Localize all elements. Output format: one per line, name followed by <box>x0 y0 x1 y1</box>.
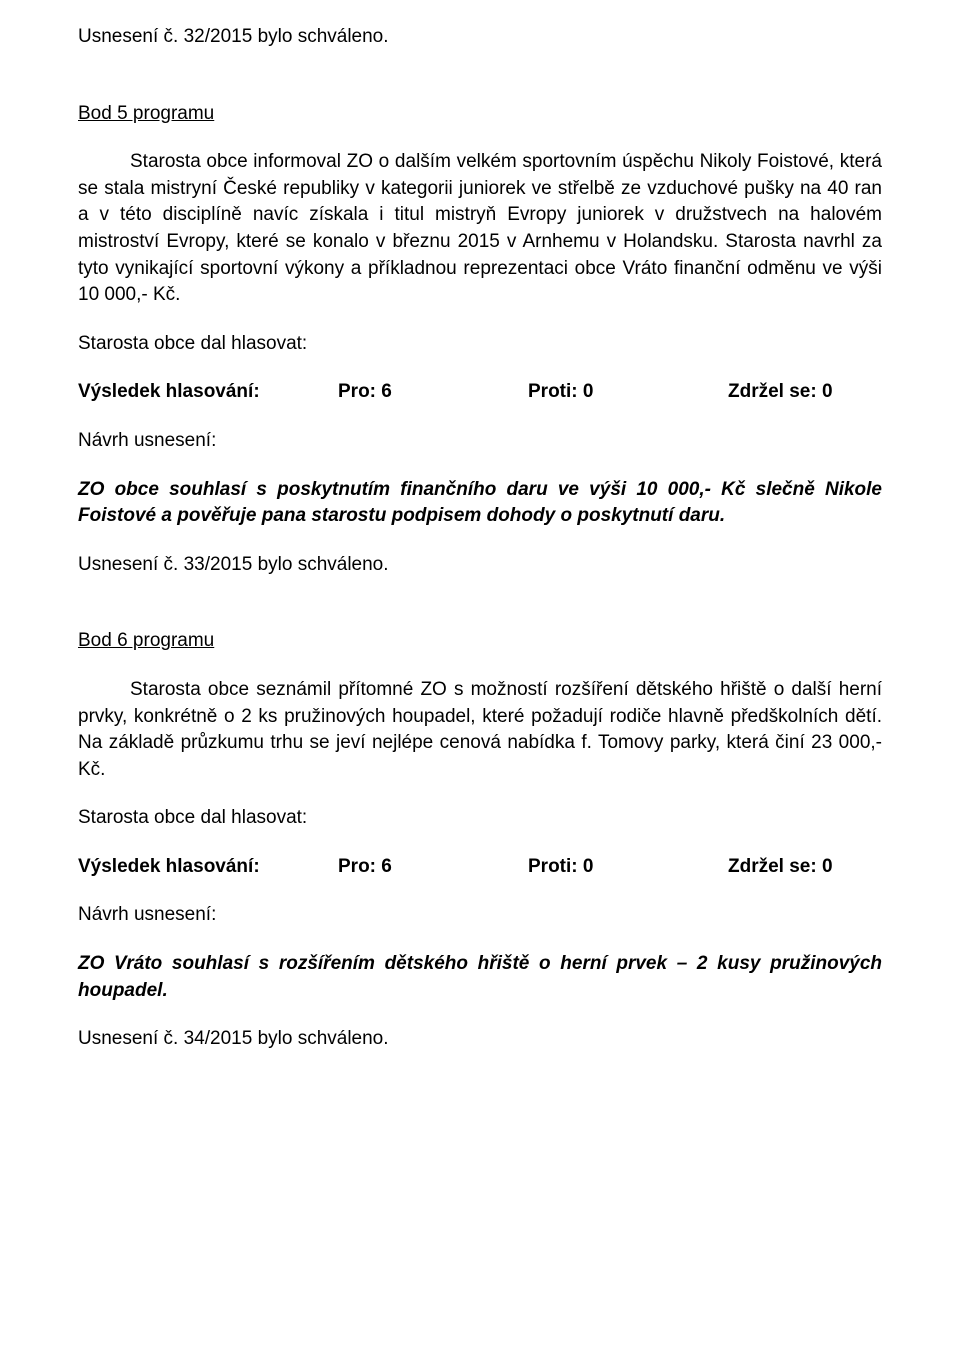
section-6-vote-line: Výsledek hlasování: Pro: 6 Proti: 0 Zdrž… <box>78 854 882 881</box>
section-6-paragraph: Starosta obce seznámil přítomné ZO s mož… <box>78 677 882 783</box>
vote-zdrzel: Zdržel se: 0 <box>728 379 833 406</box>
section-5-vote-line: Výsledek hlasování: Pro: 6 Proti: 0 Zdrž… <box>78 379 882 406</box>
vote-label: Výsledek hlasování: <box>78 854 338 881</box>
vote-proti: Proti: 0 <box>528 379 728 406</box>
section-5-hlasovat: Starosta obce dal hlasovat: <box>78 331 882 358</box>
section-5-resolution-text: ZO obce souhlasí s poskytnutím finančníh… <box>78 477 882 530</box>
resolution-32: Usnesení č. 32/2015 bylo schváleno. <box>78 24 882 51</box>
vote-zdrzel: Zdržel se: 0 <box>728 854 833 881</box>
vote-pro: Pro: 6 <box>338 379 528 406</box>
resolution-33: Usnesení č. 33/2015 bylo schváleno. <box>78 552 882 579</box>
section-6-hlasovat: Starosta obce dal hlasovat: <box>78 805 882 832</box>
section-5-heading: Bod 5 programu <box>78 101 882 128</box>
resolution-34: Usnesení č. 34/2015 bylo schváleno. <box>78 1026 882 1053</box>
section-5-paragraph: Starosta obce informoval ZO o dalším vel… <box>78 149 882 309</box>
vote-pro: Pro: 6 <box>338 854 528 881</box>
section-6-heading: Bod 6 programu <box>78 628 882 655</box>
vote-proti: Proti: 0 <box>528 854 728 881</box>
vote-label: Výsledek hlasování: <box>78 379 338 406</box>
section-5-navrh-label: Návrh usnesení: <box>78 428 882 455</box>
section-6-navrh-label: Návrh usnesení: <box>78 902 882 929</box>
section-6-resolution-text: ZO Vráto souhlasí s rozšířením dětského … <box>78 951 882 1004</box>
